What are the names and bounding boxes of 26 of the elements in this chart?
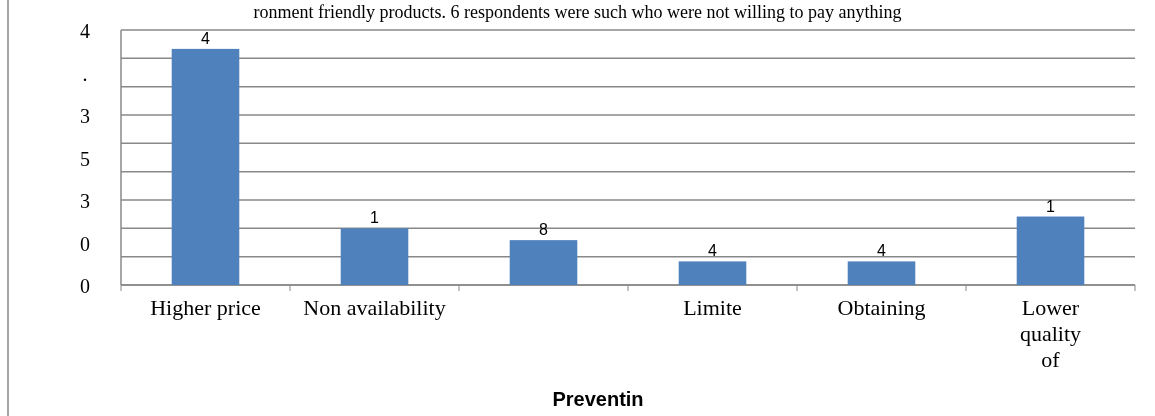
- text: 4: [80, 20, 90, 42]
- text: ronment friendly products. 6 respondents were such who were not willing to pay anything: [253, 2, 902, 22]
- bar: [678, 261, 747, 285]
- text: 3: [80, 105, 90, 127]
- text: 5: [80, 147, 90, 170]
- bar: [1016, 216, 1085, 285]
- text: .: [82, 62, 88, 85]
- x-tick-label: Limite: [683, 295, 742, 320]
- x-tick-label: Higher price: [150, 295, 261, 320]
- bar: [509, 240, 578, 285]
- text: 3: [80, 190, 90, 212]
- annotation: 8: [539, 221, 549, 239]
- bar: [847, 261, 916, 285]
- x-tick-label: Lower quality of: [1019, 295, 1082, 372]
- annotation: 1: [370, 209, 380, 227]
- x-tick-label: Non availability: [303, 295, 446, 320]
- x-axis-title: Preventin: [552, 388, 644, 410]
- bar: [340, 228, 409, 285]
- x-tick-label: Obtaining: [837, 295, 926, 320]
- text: 0: [80, 232, 90, 255]
- bar: [171, 48, 240, 285]
- text: 4: [201, 29, 211, 47]
- annotation: 4: [877, 242, 887, 260]
- text: 0: [80, 275, 90, 297]
- annotation: 4: [708, 242, 718, 260]
- annotation: 1: [1046, 197, 1056, 215]
